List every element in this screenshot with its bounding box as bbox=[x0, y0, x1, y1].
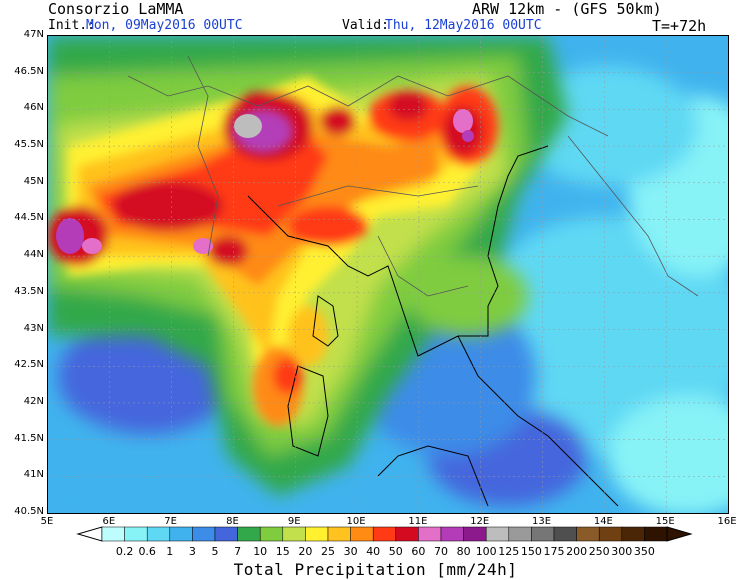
colorbar-level-label: 5 bbox=[211, 545, 219, 558]
colorbar-segment bbox=[124, 526, 148, 542]
lat-tick-label: 46N bbox=[23, 102, 44, 114]
colorbar-level-label: 125 bbox=[498, 545, 520, 558]
colorbar-level-label: 350 bbox=[633, 545, 655, 558]
colorbar-level-label: 60 bbox=[411, 545, 426, 558]
colorbar-segment bbox=[101, 526, 125, 542]
model-title: ARW 12km - (GFS 50km) bbox=[472, 0, 662, 18]
precip-field-heavy bbox=[48, 76, 498, 426]
colorbar-level-label: 20 bbox=[298, 545, 313, 558]
colorbar-segment bbox=[508, 526, 532, 542]
colorbar-level-label: 200 bbox=[566, 545, 588, 558]
lon-tick-label: 14E bbox=[593, 516, 613, 527]
lat-tick-label: 45N bbox=[23, 175, 44, 187]
init-value: Mon, 09May2016 00UTC bbox=[86, 18, 243, 33]
colorbar-level-label: 0.2 bbox=[115, 545, 134, 558]
init-label: Init.: bbox=[48, 18, 95, 33]
colorbar-segment bbox=[395, 526, 419, 542]
lat-tick-label: 45.5N bbox=[14, 139, 44, 151]
lon-tick-label: 10E bbox=[346, 516, 366, 527]
colorbar-level-label: 40 bbox=[366, 545, 381, 558]
lon-tick-label: 8E bbox=[226, 516, 239, 527]
colorbar-segment bbox=[598, 526, 623, 542]
lat-tick-label: 44.5N bbox=[14, 212, 44, 224]
valid-value: Thu, 12May2016 00UTC bbox=[385, 18, 542, 33]
lon-tick-label: 7E bbox=[164, 516, 177, 527]
lon-tick-label: 13E bbox=[532, 516, 552, 527]
lon-tick-label: 6E bbox=[102, 516, 116, 527]
lat-tick-label: 42.5N bbox=[14, 359, 44, 371]
colorbar-level-label: 150 bbox=[520, 545, 542, 558]
colorbar-segment bbox=[644, 526, 668, 542]
colorbar-segment bbox=[169, 526, 193, 542]
colorbar-level-label: 175 bbox=[543, 545, 565, 558]
colorbar-level-label: 1 bbox=[166, 545, 174, 558]
colorbar-segment bbox=[372, 526, 397, 542]
colorbar-level-label: 15 bbox=[275, 545, 290, 558]
lat-tick-label: 41.5N bbox=[14, 432, 44, 444]
colorbar-level-label: 10 bbox=[253, 545, 268, 558]
colorbar-segment bbox=[576, 526, 600, 542]
colorbar-segment bbox=[350, 526, 374, 542]
lat-tick-label: 42N bbox=[23, 395, 44, 407]
lon-tick-label: 15E bbox=[655, 516, 675, 527]
colorbar-level-label: 80 bbox=[456, 545, 471, 558]
coastlines bbox=[247, 145, 619, 507]
colorbar-segment bbox=[192, 526, 216, 542]
colorbar-level-label: 30 bbox=[343, 545, 358, 558]
colorbar-level-label: 70 bbox=[434, 545, 448, 558]
colorbar-level-label: 100 bbox=[475, 545, 497, 558]
colorbar-segment bbox=[440, 526, 464, 542]
lon-tick-label: 11E bbox=[408, 516, 428, 527]
lat-tick-label: 43.5N bbox=[14, 285, 44, 297]
colorbar-segment bbox=[237, 526, 261, 542]
colorbar-level-label: 7 bbox=[234, 545, 242, 558]
colorbar-segment bbox=[621, 526, 645, 542]
colorbar-title: Total Precipitation [mm/24h] bbox=[233, 560, 518, 579]
lat-tick-label: 41N bbox=[23, 469, 44, 481]
colorbar-segment bbox=[259, 526, 284, 542]
colorbar bbox=[76, 526, 693, 542]
lat-tick-label: 40.5N bbox=[14, 506, 44, 517]
map-canvas bbox=[48, 36, 751, 516]
colorbar-segment bbox=[327, 526, 351, 542]
lon-tick-label: 16E bbox=[717, 516, 737, 527]
colorbar-segment bbox=[553, 526, 577, 542]
lat-tick-label: 47N bbox=[23, 29, 44, 40]
colorbar-segment bbox=[418, 526, 442, 542]
lat-tick-label: 44N bbox=[23, 249, 44, 261]
colorbar-segment bbox=[214, 526, 238, 542]
lon-tick-label: 5E bbox=[40, 516, 54, 527]
forecast-step: T=+72h bbox=[652, 17, 707, 35]
colorbar-segment bbox=[282, 526, 306, 542]
precip-field-extreme bbox=[56, 109, 474, 254]
colorbar-segment bbox=[305, 526, 329, 542]
colorbar-max-arrow bbox=[666, 526, 693, 542]
lat-tick-label: 46.5N bbox=[14, 65, 44, 77]
grid-lines bbox=[48, 36, 728, 513]
colorbar-segment bbox=[485, 526, 510, 542]
precipitation-map bbox=[47, 35, 751, 516]
colorbar-level-label: 25 bbox=[321, 545, 335, 558]
colorbar-level-label: 50 bbox=[388, 545, 403, 558]
colorbar-min-arrow bbox=[76, 526, 103, 542]
colorbar-segment bbox=[531, 526, 555, 542]
lon-tick-label: 12E bbox=[470, 516, 490, 527]
colorbar-level-label: 300 bbox=[611, 545, 633, 558]
lat-tick-label: 43N bbox=[23, 322, 44, 334]
lon-tick-label: 9E bbox=[287, 516, 301, 527]
colorbar-segment bbox=[146, 526, 171, 542]
colorbar-level-label: 3 bbox=[188, 545, 196, 558]
org-title: Consorzio LaMMA bbox=[48, 0, 184, 18]
colorbar-segment bbox=[463, 526, 487, 542]
valid-label: Valid: bbox=[342, 18, 389, 33]
colorbar-level-label: 0.6 bbox=[138, 545, 156, 558]
colorbar-level-label: 250 bbox=[588, 545, 610, 558]
